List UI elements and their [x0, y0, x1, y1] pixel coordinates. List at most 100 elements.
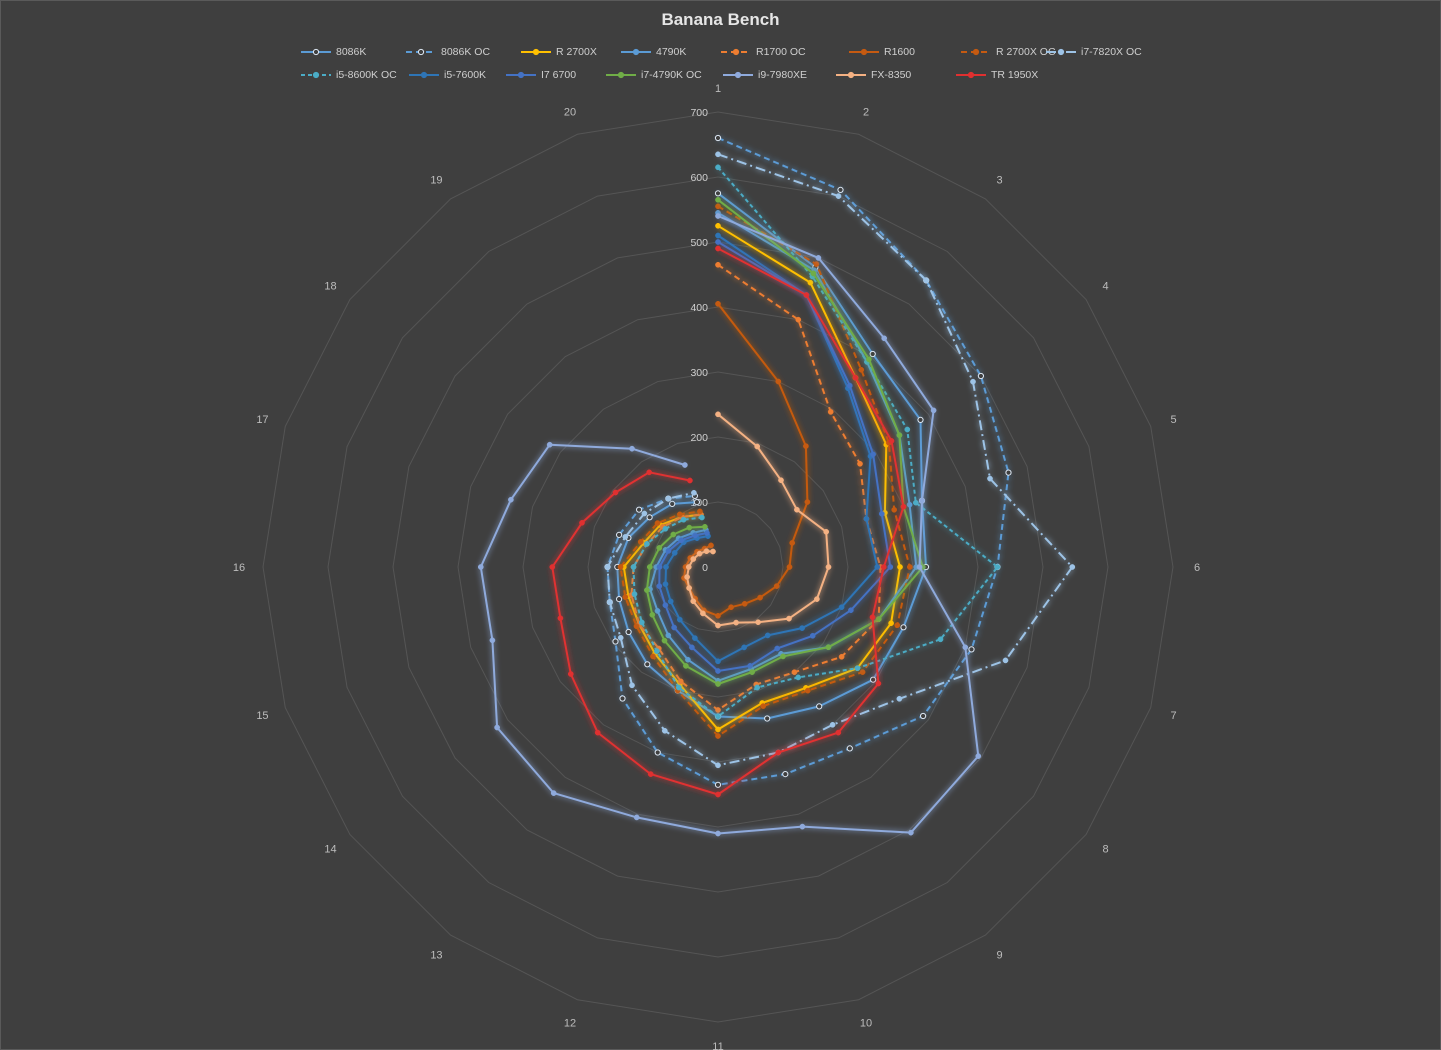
data-point [557, 615, 564, 622]
category-label: 3 [996, 174, 1002, 186]
data-point [671, 624, 677, 631]
legend-item: FX-8350 [835, 67, 911, 83]
data-point [891, 506, 898, 513]
data-point [686, 524, 693, 531]
data-point [665, 632, 672, 639]
data-point [715, 213, 721, 219]
data-point [829, 721, 836, 728]
data-point [671, 550, 678, 556]
data-point [715, 762, 721, 769]
data-point [680, 516, 687, 523]
data-point [715, 612, 721, 619]
data-point [644, 587, 650, 593]
grid-ring [457, 306, 979, 828]
series-r-2700x [620, 222, 903, 733]
series-line [606, 153, 1074, 767]
data-point [550, 790, 557, 796]
data-point [968, 646, 975, 653]
series-line [658, 241, 892, 672]
data-point [852, 374, 859, 381]
category-label: 13 [430, 950, 442, 962]
category-label: 9 [996, 950, 1002, 962]
data-point [494, 724, 500, 731]
data-point [888, 620, 894, 627]
data-point [654, 608, 661, 614]
data-point [638, 619, 645, 626]
data-point [616, 531, 623, 539]
data-point [775, 378, 782, 385]
data-point [654, 648, 660, 654]
data-point [1069, 564, 1076, 570]
data-point [675, 684, 682, 691]
data-point [977, 372, 985, 380]
category-label: 14 [324, 844, 336, 856]
category-label: 16 [233, 562, 245, 574]
series-line [630, 263, 882, 711]
category-label: 11 [712, 1041, 723, 1050]
legend-swatch [301, 48, 331, 56]
legend-swatch [956, 71, 986, 79]
data-point [656, 545, 663, 551]
legend-item: i5-7600K [408, 67, 486, 83]
legend-label: i7-7820X OC [1081, 46, 1142, 58]
data-point [1005, 469, 1012, 476]
data-point [863, 515, 870, 522]
data-point [715, 622, 721, 629]
data-point [962, 644, 969, 651]
legend-swatch [621, 48, 651, 56]
grid-ring [587, 436, 849, 698]
data-point [617, 634, 624, 641]
data-point [859, 669, 866, 675]
series-4790k [647, 209, 920, 684]
data-point [815, 255, 822, 261]
category-label: 6 [1194, 562, 1200, 574]
data-point [803, 292, 810, 298]
data-point [646, 514, 653, 521]
data-point [641, 510, 648, 517]
data-point [700, 610, 706, 617]
data-point [904, 426, 911, 433]
data-point [749, 669, 755, 675]
legend-label: i9-7980XE [758, 69, 808, 81]
data-point [606, 599, 613, 606]
legend-swatch [1046, 48, 1076, 56]
data-point [647, 771, 654, 777]
data-point [682, 462, 688, 468]
data-point [477, 564, 484, 570]
data-point [604, 564, 611, 570]
series-i9-7980xe [477, 213, 982, 837]
data-point [612, 489, 619, 496]
data-point [661, 637, 668, 644]
legend-label: R1700 OC [756, 46, 806, 58]
data-point [813, 261, 820, 267]
data-point [994, 564, 1001, 570]
data-point [715, 222, 721, 229]
data-point [489, 637, 496, 644]
series-i5-8600k-oc [630, 164, 1001, 720]
category-label: 19 [430, 174, 442, 186]
legend-swatch [606, 71, 636, 79]
data-point [594, 729, 601, 736]
legend-swatch [721, 48, 751, 56]
data-point [987, 475, 993, 482]
data-point [866, 356, 872, 363]
data-point [699, 514, 705, 521]
chart-title: Banana Bench [661, 10, 780, 29]
data-point [869, 614, 876, 621]
legend-item: R 2700X OC [960, 44, 1056, 60]
legend-item: i9-7980XE [722, 67, 807, 83]
data-point [870, 676, 877, 683]
data-point [714, 781, 722, 788]
legend-item: R1700 OC [720, 44, 806, 60]
legend-swatch [506, 71, 536, 79]
category-label: 4 [1102, 280, 1108, 292]
data-point [714, 190, 722, 197]
legend-swatch [836, 71, 866, 79]
data-point [661, 727, 668, 734]
data-point [846, 382, 853, 389]
grid-ring [392, 241, 1044, 893]
data-point [875, 616, 882, 623]
data-point [795, 674, 802, 681]
grid-ring [327, 176, 1109, 958]
data-point [662, 581, 669, 587]
